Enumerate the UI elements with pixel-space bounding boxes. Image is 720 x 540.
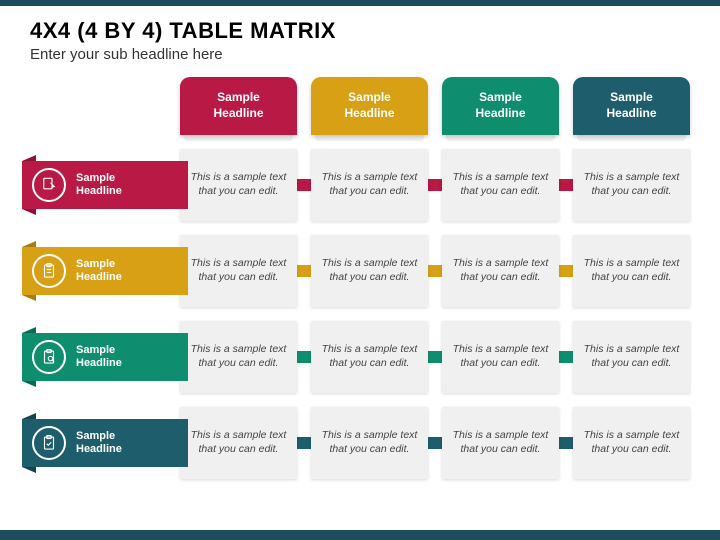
col-header-3: SampleHeadline bbox=[442, 77, 559, 135]
row-header-label: SampleHeadline bbox=[76, 172, 122, 198]
clipboard-check-icon bbox=[32, 426, 66, 460]
row-header-label: SampleHeadline bbox=[76, 258, 122, 284]
row-header-ribbon: SampleHeadline bbox=[22, 161, 188, 209]
footer-bar bbox=[0, 530, 720, 540]
matrix-cell: This is a sample text that you can edit. bbox=[311, 149, 428, 221]
matrix-cell: This is a sample text that you can edit. bbox=[442, 149, 559, 221]
matrix-cell: This is a sample text that you can edit. bbox=[311, 235, 428, 307]
column-headers: SampleHeadline SampleHeadline SampleHead… bbox=[30, 77, 690, 135]
matrix-cell: This is a sample text that you can edit. bbox=[180, 149, 297, 221]
matrix-cell: This is a sample text that you can edit. bbox=[180, 235, 297, 307]
col-header-label: SampleHeadline bbox=[213, 90, 263, 121]
matrix-cell: This is a sample text that you can edit. bbox=[180, 321, 297, 393]
col-header-label: SampleHeadline bbox=[344, 90, 394, 121]
matrix-cell: This is a sample text that you can edit. bbox=[442, 407, 559, 479]
matrix-cell: This is a sample text that you can edit. bbox=[311, 321, 428, 393]
edit-doc-icon bbox=[32, 168, 66, 202]
clipboard-search-icon bbox=[32, 340, 66, 374]
matrix-cell: This is a sample text that you can edit. bbox=[442, 321, 559, 393]
matrix-row: SampleHeadline This is a sample text tha… bbox=[30, 407, 690, 479]
matrix-cell: This is a sample text that you can edit. bbox=[180, 407, 297, 479]
matrix-cell: This is a sample text that you can edit. bbox=[573, 149, 690, 221]
row-header-ribbon: SampleHeadline bbox=[22, 419, 188, 467]
matrix-container: SampleHeadline SampleHeadline SampleHead… bbox=[0, 67, 720, 479]
row-header-label: SampleHeadline bbox=[76, 344, 122, 370]
matrix-cell: This is a sample text that you can edit. bbox=[573, 407, 690, 479]
row-header-ribbon: SampleHeadline bbox=[22, 333, 188, 381]
col-header-label: SampleHeadline bbox=[475, 90, 525, 121]
matrix-row: SampleHeadline This is a sample text tha… bbox=[30, 235, 690, 307]
clipboard-icon bbox=[32, 254, 66, 288]
col-header-2: SampleHeadline bbox=[311, 77, 428, 135]
col-header-label: SampleHeadline bbox=[606, 90, 656, 121]
col-header-4: SampleHeadline bbox=[573, 77, 690, 135]
page-subtitle: Enter your sub headline here bbox=[30, 46, 690, 63]
col-header-1: SampleHeadline bbox=[180, 77, 297, 135]
page-title: 4X4 (4 BY 4) TABLE MATRIX bbox=[30, 18, 690, 44]
matrix-row: SampleHeadline This is a sample text tha… bbox=[30, 149, 690, 221]
title-area: 4X4 (4 BY 4) TABLE MATRIX Enter your sub… bbox=[0, 6, 720, 67]
matrix-cell: This is a sample text that you can edit. bbox=[442, 235, 559, 307]
matrix-row: SampleHeadline This is a sample text tha… bbox=[30, 321, 690, 393]
row-header-label: SampleHeadline bbox=[76, 430, 122, 456]
row-header-ribbon: SampleHeadline bbox=[22, 247, 188, 295]
matrix-cell: This is a sample text that you can edit. bbox=[573, 235, 690, 307]
matrix-cell: This is a sample text that you can edit. bbox=[573, 321, 690, 393]
matrix-cell: This is a sample text that you can edit. bbox=[311, 407, 428, 479]
